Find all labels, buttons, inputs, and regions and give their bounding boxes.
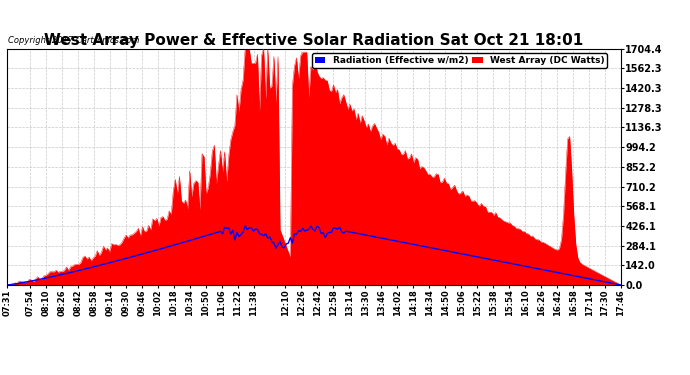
Title: West Array Power & Effective Solar Radiation Sat Oct 21 18:01: West Array Power & Effective Solar Radia…	[44, 33, 584, 48]
Legend: Radiation (Effective w/m2), West Array (DC Watts): Radiation (Effective w/m2), West Array (…	[312, 53, 607, 68]
Text: Copyright 2017 Cartronics.com: Copyright 2017 Cartronics.com	[8, 36, 139, 45]
